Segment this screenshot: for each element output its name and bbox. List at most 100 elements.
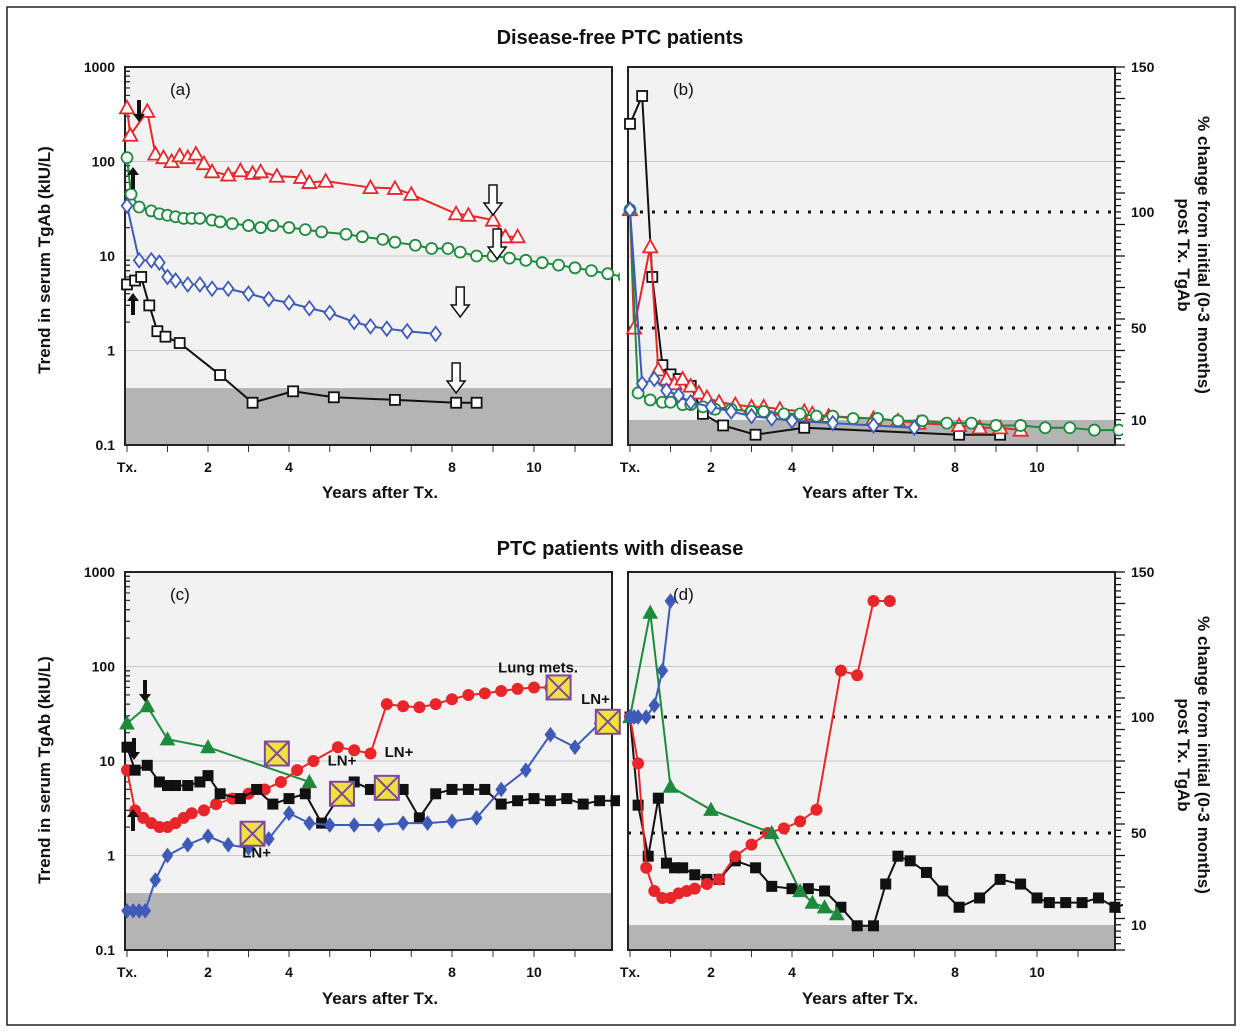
x-tick-label: 8 — [951, 459, 959, 475]
data-point-green — [940, 416, 954, 430]
right-axis-label-b-line1: % change from initial (0-3 months) — [1194, 116, 1213, 394]
data-point-green — [617, 272, 620, 282]
data-point-blue — [372, 817, 385, 833]
data-point-green — [1063, 421, 1077, 435]
series-black — [624, 711, 1123, 932]
data-point-black — [689, 869, 701, 881]
data-point-green — [777, 407, 791, 421]
x-tick-label: 2 — [204, 459, 212, 475]
data-point-black — [750, 862, 762, 874]
data-point-black — [283, 793, 295, 805]
shaded-band — [125, 388, 612, 445]
data-point-blue — [664, 593, 677, 609]
arrow-icon — [139, 680, 151, 702]
arrow-shaft — [131, 815, 135, 831]
x-axis-label-a: Years after Tx. — [322, 483, 438, 502]
arrow-head — [127, 809, 139, 817]
data-point-blue — [867, 416, 880, 434]
data-point-red — [834, 664, 847, 677]
data-point-black — [287, 385, 299, 398]
data-point-green — [816, 899, 833, 914]
data-point-green — [242, 219, 255, 232]
data-point-green — [828, 906, 845, 921]
data-point-green — [159, 731, 176, 746]
data-point-blue — [221, 280, 235, 298]
data-point-black — [327, 391, 340, 404]
series-red — [118, 98, 527, 244]
lesion-cross — [329, 781, 355, 807]
data-point-blue — [656, 662, 669, 679]
plot-border — [124, 571, 613, 951]
arrow-icon — [486, 228, 508, 261]
x-tick-label: 8 — [448, 459, 456, 475]
data-point-black — [880, 878, 892, 890]
x-tick-label: 8 — [951, 964, 959, 980]
data-point-red — [484, 211, 502, 227]
arrow-icon — [449, 286, 471, 319]
data-point-green — [965, 416, 978, 430]
data-point-red — [268, 167, 286, 183]
data-point-black — [1043, 897, 1055, 909]
data-point-red — [688, 882, 701, 895]
x-tick-label: 2 — [204, 964, 212, 980]
data-point-blue — [635, 375, 649, 393]
y-tick-label: 1 — [107, 343, 115, 359]
data-point-black — [1060, 897, 1072, 909]
data-point-black — [446, 783, 458, 795]
data-point-green — [470, 249, 484, 263]
data-point-red — [851, 669, 864, 682]
series-green — [120, 151, 620, 282]
x-tick-label: 2 — [707, 964, 715, 980]
arrow-shaft — [143, 680, 147, 696]
lesion-marker — [263, 740, 290, 767]
data-point-black — [677, 862, 689, 874]
data-point-black — [173, 337, 186, 349]
data-point-green — [298, 223, 312, 237]
data-point-blue — [765, 409, 779, 427]
x-tick-label: 4 — [285, 459, 293, 475]
data-point-black — [632, 799, 644, 811]
data-point-blue — [826, 414, 840, 432]
lesion-cross — [374, 775, 400, 801]
data-point-red — [810, 803, 823, 816]
x-tick-label: 4 — [788, 964, 796, 980]
plot-border — [627, 571, 1116, 951]
data-point-green — [535, 256, 549, 270]
annotation-label: LN+ — [581, 691, 610, 708]
lesion-marker — [328, 780, 355, 807]
y-tick-label: 50 — [1131, 320, 1147, 336]
data-point-blue — [400, 322, 414, 340]
data-point-black — [528, 793, 540, 805]
data-point-blue — [169, 272, 182, 290]
arrow-shaft — [132, 738, 136, 754]
data-point-black — [717, 419, 730, 432]
data-point-green — [662, 778, 679, 793]
data-point-blue — [139, 902, 152, 919]
data-point-black — [1093, 892, 1104, 904]
y-tick-label: 0.1 — [96, 437, 116, 453]
data-point-black — [835, 901, 847, 913]
y-tick-label: 150 — [1131, 564, 1155, 580]
data-point-green — [989, 419, 1003, 432]
data-point-blue — [640, 709, 653, 725]
data-point-red — [300, 173, 318, 189]
data-point-blue — [495, 781, 508, 798]
data-point-blue — [684, 393, 698, 411]
series-red — [121, 681, 557, 834]
data-point-blue — [704, 398, 718, 416]
data-point-red — [154, 148, 172, 165]
data-point-black — [636, 90, 649, 102]
data-point-green — [388, 235, 402, 249]
x-tick-label: Tx. — [620, 964, 640, 980]
data-point-green — [642, 604, 659, 619]
data-point-black — [121, 741, 133, 753]
data-point-red — [348, 744, 361, 757]
data-point-blue — [660, 382, 673, 400]
annotation-label: LN+ — [385, 744, 414, 761]
data-point-red — [203, 162, 221, 179]
data-point-black — [1076, 897, 1088, 909]
data-point-red — [690, 384, 708, 400]
lesion-marker — [373, 774, 400, 801]
y-tick-label: 10 — [99, 753, 115, 769]
x-tick-label: 10 — [526, 459, 542, 475]
